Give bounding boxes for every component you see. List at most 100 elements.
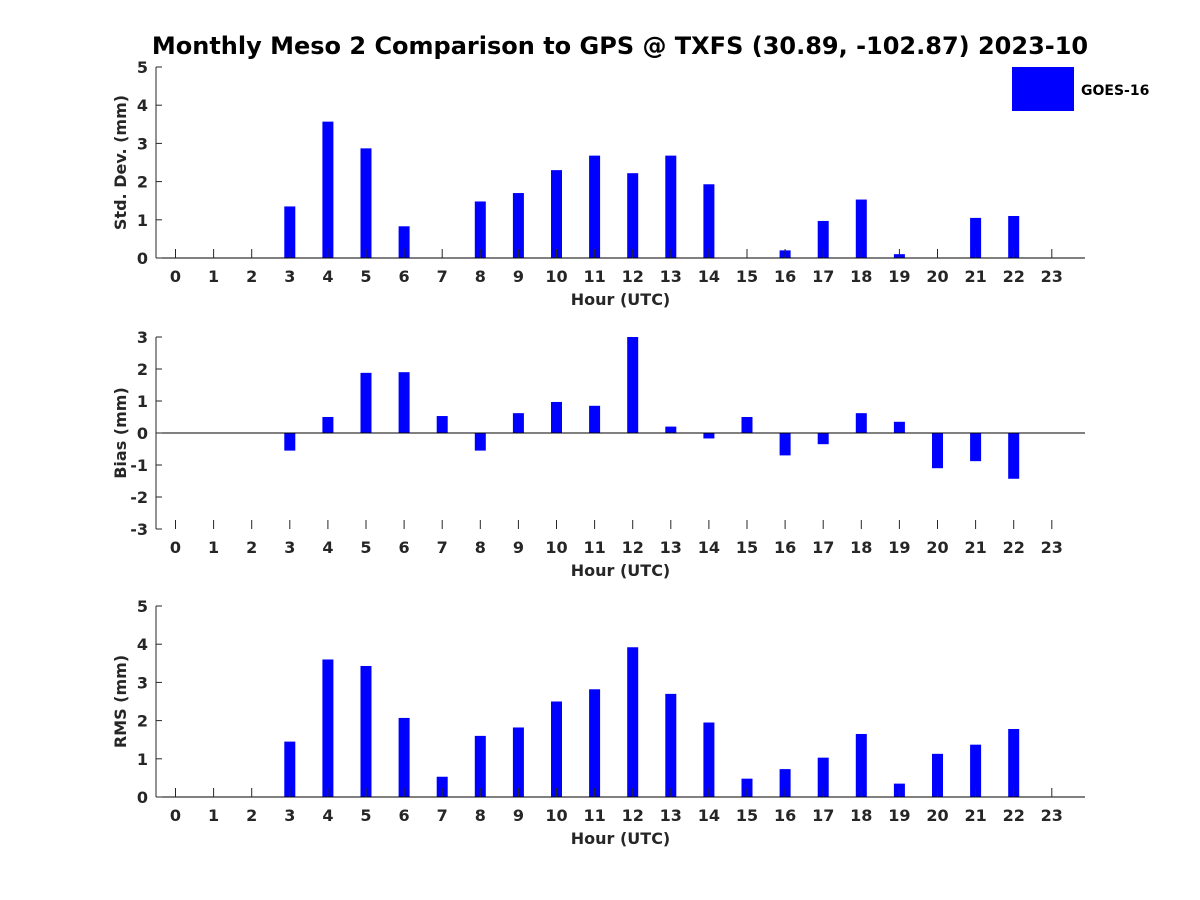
std-dev-x-tick-label: 8 [475,267,486,286]
bias-bar-hour-22 [1008,433,1020,479]
bias-y-tick-label: 1 [137,392,148,411]
rms-bar-hour-10 [551,701,562,797]
rms-x-tick-label: 9 [513,806,524,825]
rms-x-tick-label: 12 [622,806,644,825]
bias-x-axis-label: Hour (UTC) [571,561,671,580]
bias-x-tick-label: 8 [475,538,486,557]
bias-x-tick-label: 6 [399,538,410,557]
rms-x-tick-label: 8 [475,806,486,825]
bias-x-tick-label: 9 [513,538,524,557]
std-dev-x-tick-label: 20 [926,267,948,286]
std-dev-x-tick-label: 7 [437,267,448,286]
bias-x-tick-label: 0 [170,538,181,557]
std-dev-x-tick-label: 4 [322,267,333,286]
rms-y-tick-label: 3 [137,673,148,692]
std-dev-bar-hour-5 [360,148,372,258]
std-dev-bar-hour-6 [398,226,410,258]
std-dev-bar-hour-10 [551,170,562,258]
std-dev-bar-hour-3 [284,206,296,258]
bias-bar-hour-6 [398,372,410,433]
rms-bar-hour-18 [855,733,867,797]
rms-x-tick-label: 11 [583,806,605,825]
bias-x-tick-label: 18 [850,538,872,557]
rms-x-tick-label: 20 [926,806,948,825]
bias-y-tick-label: 3 [137,328,148,347]
std-dev-bar-hour-17 [817,220,829,258]
rms-x-tick-label: 1 [208,806,219,825]
bias-bar-hour-5 [360,372,372,433]
bias-bar-hour-4 [322,417,334,433]
bias-bar-hour-9 [512,413,524,433]
bias-x-tick-label: 1 [208,538,219,557]
std-dev-y-axis-label: Std. Dev. (mm) [111,95,130,230]
std-dev-bar-hour-4 [322,121,334,258]
bias-bar-hour-7 [436,416,448,433]
std-dev-x-tick-label: 2 [246,267,257,286]
std-dev-x-tick-label: 16 [774,267,796,286]
rms-bar-hour-20 [932,753,943,797]
rms-x-tick-label: 0 [170,806,181,825]
rms-y-tick-label: 5 [137,597,148,616]
bias-x-tick-label: 10 [545,538,567,557]
rms-x-tick-label: 22 [1003,806,1025,825]
bias-x-tick-label: 17 [812,538,834,557]
bias-y-tick-label: -2 [130,488,148,507]
bias-x-tick-label: 11 [583,538,605,557]
rms-y-tick-label: 1 [137,750,148,769]
rms-bar-hour-12 [627,647,639,797]
std-dev-x-tick-label: 17 [812,267,834,286]
rms-x-tick-label: 18 [850,806,872,825]
std-dev-bar-hour-18 [855,199,867,258]
bias-bar-hour-18 [855,413,867,433]
std-dev-x-tick-label: 5 [360,267,371,286]
chart-title: Monthly Meso 2 Comparison to GPS @ TXFS … [152,32,1088,60]
rms-bar-hour-4 [322,659,334,797]
std-dev-bar-hour-22 [1008,215,1020,258]
rms-bar-hour-22 [1008,729,1020,797]
std-dev-x-tick-label: 9 [513,267,524,286]
rms-x-tick-label: 3 [284,806,295,825]
bias-y-tick-label: -3 [130,520,148,539]
std-dev-x-tick-label: 1 [208,267,219,286]
bias-x-tick-label: 13 [660,538,682,557]
std-dev-x-tick-label: 6 [399,267,410,286]
std-dev-y-tick-label: 1 [137,211,148,230]
bias-bar-hour-10 [551,401,562,433]
rms-x-tick-label: 2 [246,806,257,825]
legend-label-goes-16: GOES-16 [1081,83,1149,99]
rms-bar-hour-6 [398,717,410,797]
rms-bar-hour-13 [665,693,677,797]
bias-x-tick-label: 15 [736,538,758,557]
rms-x-tick-label: 17 [812,806,834,825]
rms-x-tick-label: 5 [360,806,371,825]
std-dev-y-tick-label: 5 [137,58,148,77]
bias-x-tick-label: 5 [360,538,371,557]
bias-x-tick-label: 19 [888,538,910,557]
legend: GOES-16 [1012,67,1149,111]
bias-bar-hour-11 [589,405,601,433]
bias-x-tick-label: 2 [246,538,257,557]
bias-x-tick-label: 7 [437,538,448,557]
std-dev-y-tick-label: 0 [137,249,148,268]
std-dev-bar-hour-21 [970,217,982,258]
std-dev-x-tick-label: 14 [698,267,720,286]
bias-x-tick-label: 21 [964,538,986,557]
rms-x-tick-label: 13 [660,806,682,825]
rms-bar-hour-16 [779,769,791,797]
rms-bar-hour-11 [589,689,601,797]
std-dev-x-tick-label: 18 [850,267,872,286]
bias-bar-hour-13 [665,426,677,433]
bias-bar-hour-14 [703,433,715,439]
std-dev-bar-hour-12 [627,173,639,258]
std-dev-y-tick-label: 4 [137,96,148,115]
rms-bar-hour-21 [970,744,982,797]
bias-bar-hour-21 [970,433,982,462]
rms-x-tick-label: 16 [774,806,796,825]
bias-x-tick-label: 3 [284,538,295,557]
bias-bar-hour-17 [817,433,829,445]
rms-y-tick-label: 4 [137,635,148,654]
bias-bar-hour-20 [932,433,943,469]
